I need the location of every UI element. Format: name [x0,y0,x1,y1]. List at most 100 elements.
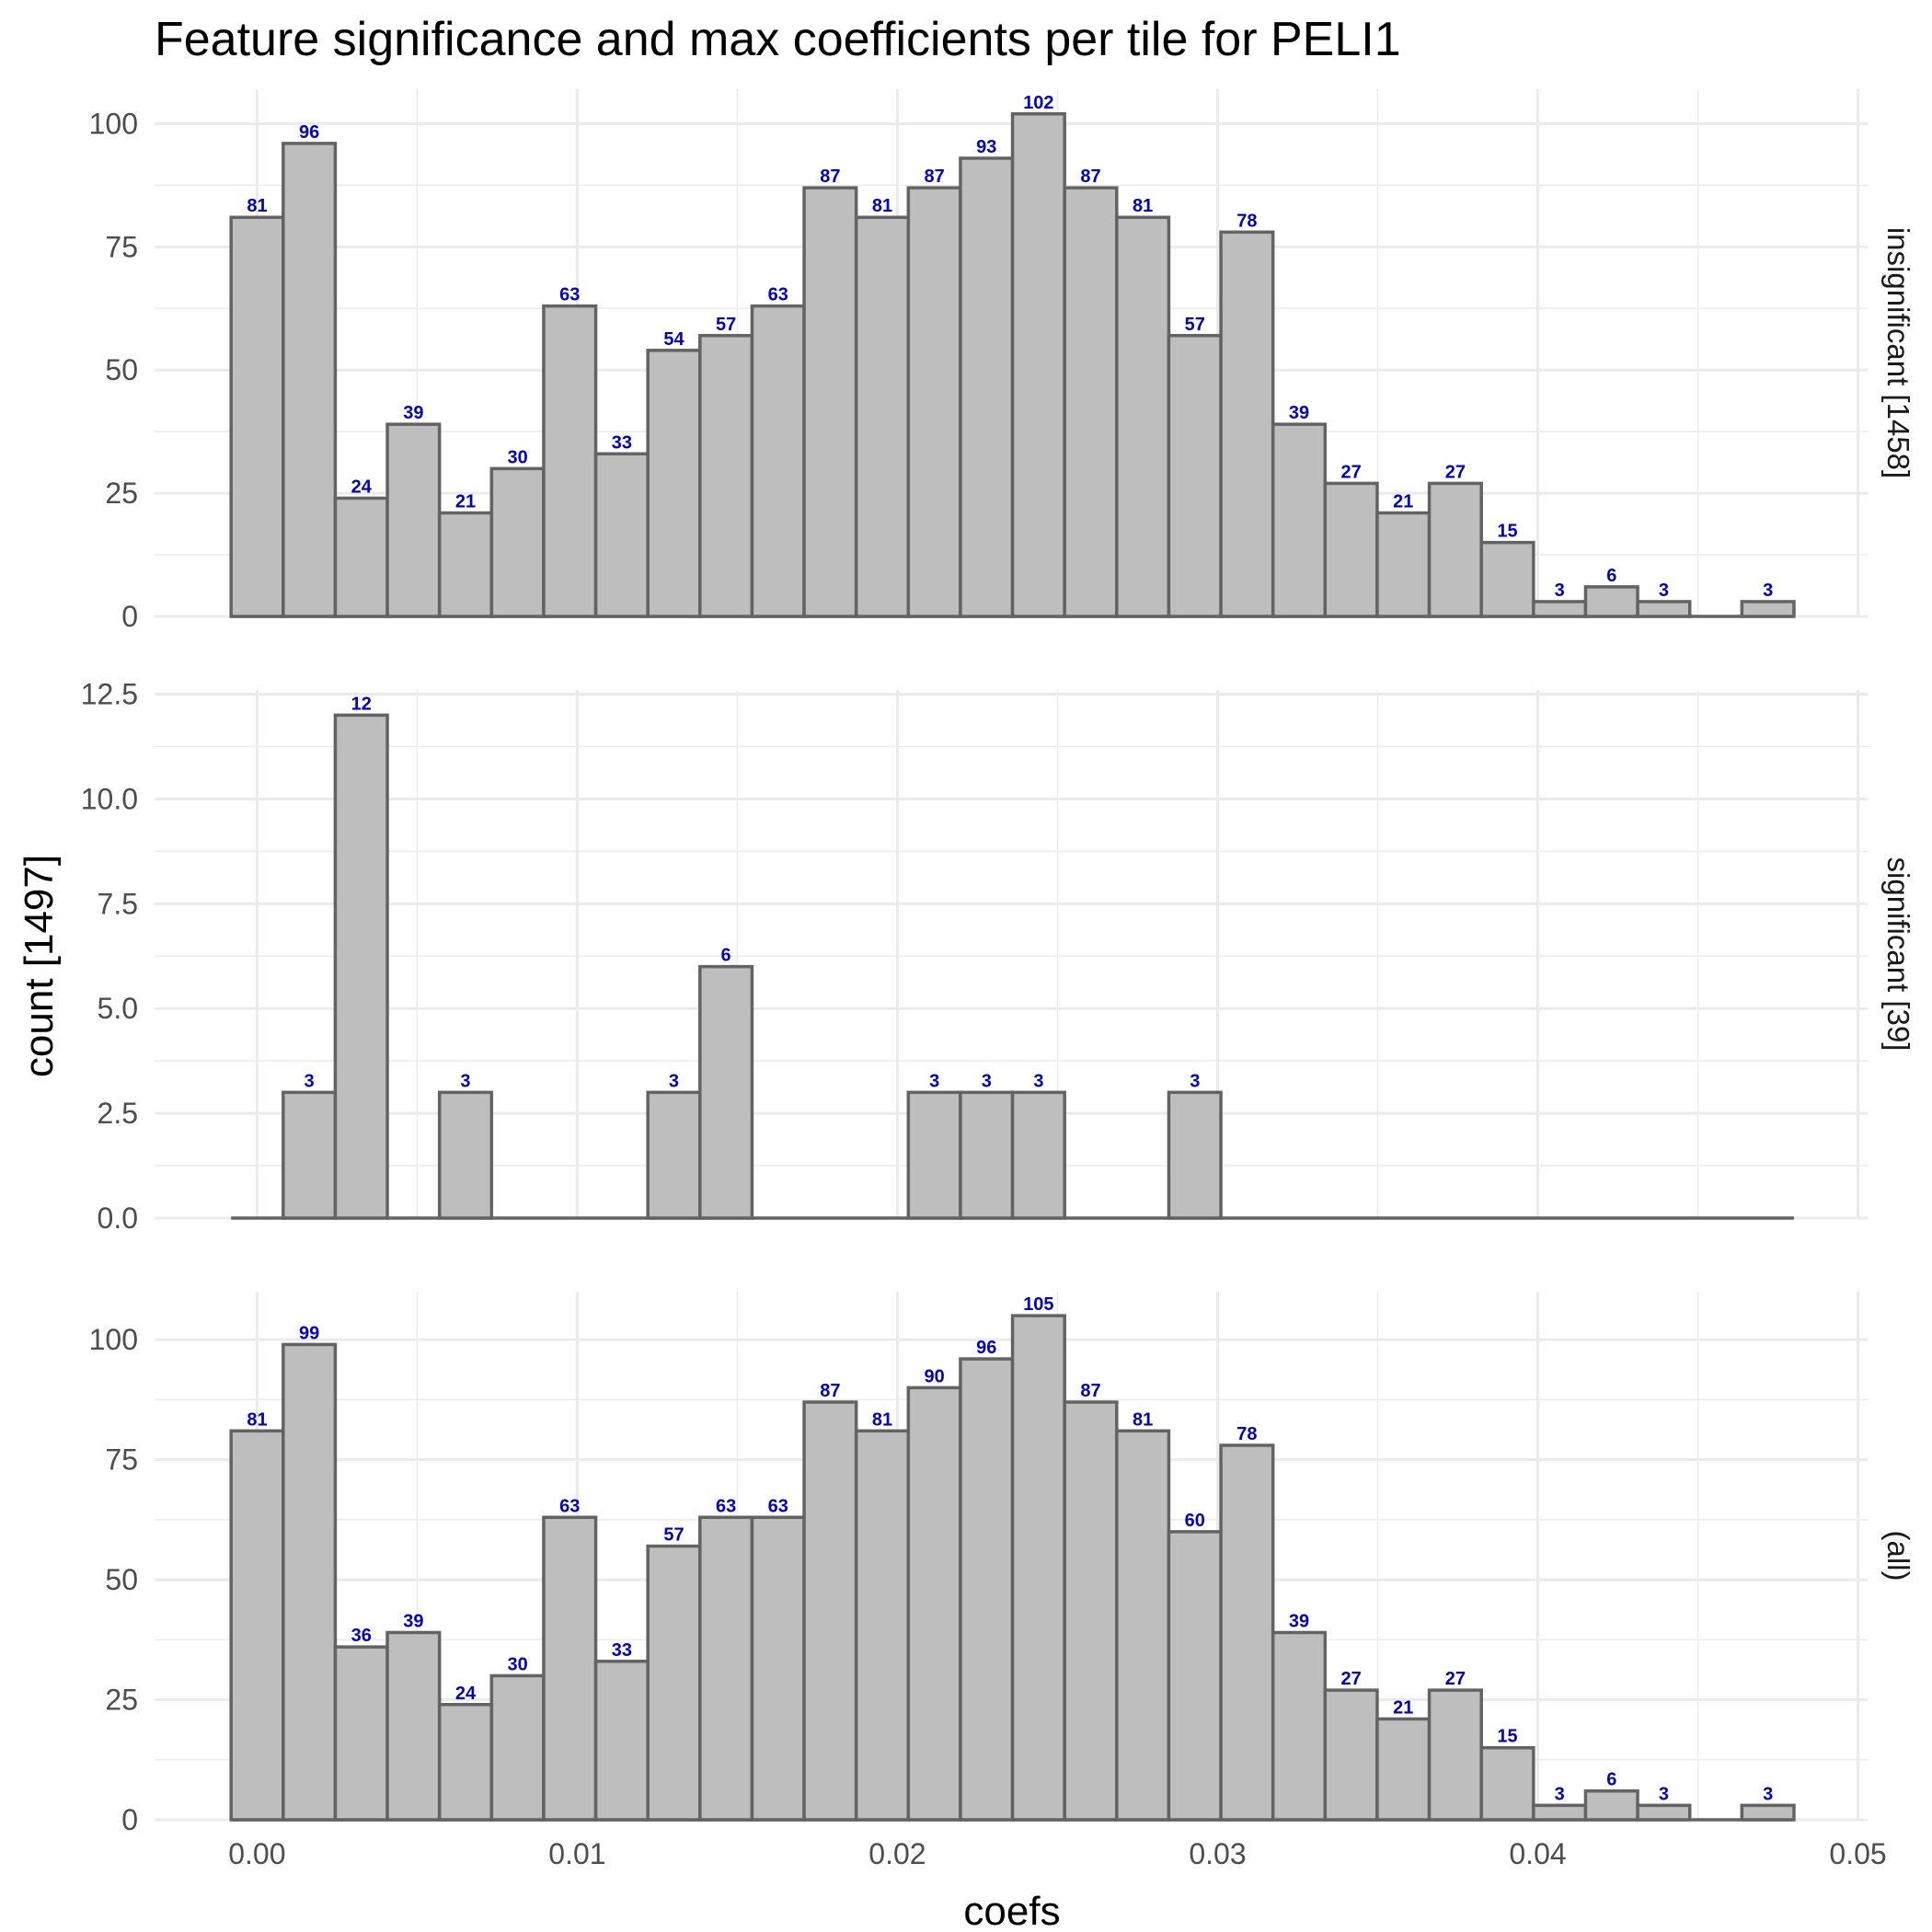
histogram-bar [1271,1630,1328,1822]
histogram-bar [593,1660,650,1822]
y-tick-label: 7.5 [98,887,138,920]
bar-count-label: 3 [305,1071,315,1091]
bar-count-label: 3 [1033,1071,1043,1091]
bar-count-label: 21 [455,492,476,512]
panel-1: 0.0 2.5 5.0 7.5 10.0 12.5 3 12 3 3 6 3 3 3 3 significan… [81,678,1915,1235]
histogram-bar [1271,422,1328,618]
histogram-bar [437,511,494,618]
y-tick-label: 10.0 [81,782,138,815]
bar-count-label: 54 [663,329,684,350]
bar-count-label: 39 [1289,1611,1309,1631]
histogram-bar [229,215,285,618]
histogram-bar [229,1429,285,1822]
histogram-bar [282,1090,338,1220]
histogram-bar [802,1400,858,1822]
histogram-bar [1167,1090,1223,1220]
histogram-bar [385,422,442,618]
bar-count-label: 60 [1185,1511,1205,1531]
y-tick-label: 0 [121,1803,138,1836]
bar-count-label: 78 [1236,211,1257,231]
histogram-bar [1583,1788,1639,1822]
histogram-bar [698,964,754,1220]
histogram-bar [1219,230,1275,618]
histogram-bar [698,1515,754,1822]
bar-count-label: 33 [612,432,632,453]
bar-count-label: 63 [559,1496,580,1516]
histogram-bar [1219,1443,1275,1822]
histogram-bar [646,1090,702,1220]
bar-count-label: 21 [1393,1697,1413,1718]
bar-count-label: 3 [1659,1784,1669,1804]
histogram-bar [282,142,338,618]
facet-strip-label: insignificant [1458] [1881,227,1915,478]
bar-count-label: 3 [1555,1784,1565,1804]
histogram-bar [333,1645,389,1822]
histogram-bar [698,334,754,618]
bar-count-label: 3 [1659,581,1669,601]
histogram-bar [1479,540,1535,618]
x-tick-label: 0.00 [228,1837,285,1870]
y-tick-label: 50 [105,1563,138,1596]
histogram-bar [1167,1530,1223,1822]
y-tick-label: 100 [89,107,138,140]
histogram-bar [1532,600,1588,618]
bar-count-label: 81 [247,1409,267,1430]
bar-count-label: 105 [1023,1294,1053,1315]
histogram-bar [489,1673,546,1822]
x-tick-label: 0.03 [1189,1837,1246,1870]
y-tick-label: 12.5 [81,678,138,711]
bar-count-label: 30 [507,1654,527,1674]
bar-count-label: 6 [1606,566,1616,586]
histogram-bar [1323,481,1379,618]
bar-count-label: 3 [669,1071,679,1091]
histogram-bar [750,1515,806,1822]
bar-count-label: 93 [976,137,996,157]
x-tick-label: 0.02 [868,1837,926,1870]
bar-count-label: 3 [1190,1071,1200,1091]
bar-count-label: 63 [559,285,580,305]
x-tick-label: 0.04 [1509,1837,1566,1870]
x-tick-label: 0.05 [1829,1837,1886,1870]
y-tick-label: 75 [105,1443,138,1477]
bar-count-label: 96 [976,1338,996,1358]
histogram-bar [1532,1803,1588,1822]
histogram-bar [959,1357,1015,1822]
histogram-bar [437,1703,494,1822]
bar-count-label: 96 [299,122,319,143]
histogram-bar [750,304,806,618]
facet-strip-label: significant [39] [1881,857,1915,1052]
histogram-bar [1010,1090,1066,1220]
bar-count-label: 3 [1555,581,1565,601]
bar-count-label: 87 [925,167,945,187]
histogram-bar [1375,511,1432,618]
bar-count-label: 39 [403,1611,423,1631]
bar-count-label: 81 [872,1409,892,1430]
histogram-bar [542,304,598,618]
histogram-bar [1010,1314,1066,1822]
bar-count-label: 57 [663,1525,684,1546]
bar-count-label: 57 [1185,315,1205,335]
bar-count-label: 3 [982,1071,992,1091]
bar-count-label: 33 [612,1640,632,1661]
histogram-bar [1740,600,1796,618]
bar-count-label: 15 [1497,1727,1517,1747]
histogram-bar [1010,112,1066,618]
histogram-bar [802,186,858,618]
histogram-bar [1063,186,1119,618]
bar-count-label: 81 [1133,1409,1153,1430]
bar-count-label: 21 [1393,492,1413,512]
histogram-bar [959,156,1015,618]
histogram-bar [1323,1688,1379,1822]
bar-count-label: 90 [925,1366,945,1386]
histogram-bar [1636,1803,1692,1822]
bar-count-label: 27 [1341,462,1362,482]
bar-count-label: 27 [1445,1669,1466,1689]
bar-count-label: 3 [1763,1784,1773,1804]
x-tick-label: 0.01 [548,1837,605,1870]
bar-count-label: 3 [929,1071,939,1091]
histogram-bar [437,1090,494,1220]
histogram-bar [854,215,911,618]
bar-count-label: 3 [460,1071,470,1091]
histogram-bar [1115,215,1171,618]
